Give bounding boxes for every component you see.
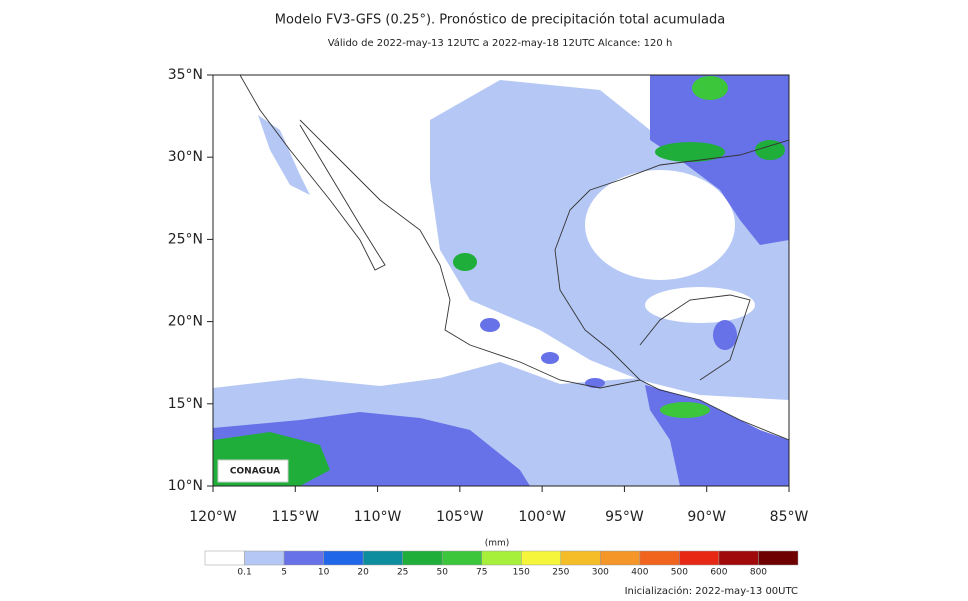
colorbar-label: 20 bbox=[357, 568, 369, 578]
lon-label: 115°W bbox=[271, 509, 319, 525]
init: Inicialización: 2022-may-13 00UTC bbox=[625, 585, 798, 597]
colorbar-box bbox=[758, 550, 799, 566]
colorbar-box bbox=[323, 550, 364, 566]
colorbar-label: 50 bbox=[436, 568, 448, 578]
colorbar-label: 10 bbox=[318, 568, 330, 578]
colorbar-label: 0.1 bbox=[237, 568, 251, 578]
lat-label: 25°N bbox=[168, 231, 203, 247]
colorbar-label: 600 bbox=[710, 568, 727, 578]
colorbar-box bbox=[244, 550, 285, 566]
subtitle: Válido de 2022-may-13 12UTC a 2022-may-1… bbox=[328, 37, 673, 49]
title: Modelo FV3-GFS (0.25°). Pronóstico de pr… bbox=[275, 13, 725, 28]
colorbar-box bbox=[600, 550, 641, 566]
colorbar-box bbox=[283, 550, 324, 566]
lon-label: 105°W bbox=[436, 509, 484, 525]
unit: (mm) bbox=[485, 539, 510, 549]
colorbar-box bbox=[639, 550, 680, 566]
colorbar-label: 300 bbox=[592, 568, 609, 578]
lat-label: 10°N bbox=[168, 478, 203, 494]
lon-label: 120°W bbox=[189, 509, 237, 525]
colorbar-box bbox=[441, 550, 482, 566]
lon-label: 100°W bbox=[518, 509, 566, 525]
colorbar-box bbox=[560, 550, 601, 566]
lat-label: 20°N bbox=[168, 314, 203, 330]
colorbar-label: 25 bbox=[397, 568, 408, 578]
colorbar-label: 400 bbox=[631, 568, 648, 578]
logo-box bbox=[217, 459, 289, 483]
colorbar-label: 250 bbox=[552, 568, 569, 578]
lon-label: 110°W bbox=[354, 509, 402, 525]
lat-label: 30°N bbox=[168, 149, 203, 165]
colorbar-label: 150 bbox=[513, 568, 530, 578]
lon-label: 85°W bbox=[770, 509, 809, 525]
colorbar-box bbox=[362, 550, 403, 566]
colorbar-box bbox=[718, 550, 759, 566]
colorbar-box bbox=[521, 550, 562, 566]
colorbar-label: 500 bbox=[671, 568, 688, 578]
lat-label: 15°N bbox=[168, 396, 203, 412]
map-frame bbox=[212, 74, 790, 487]
colorbar-box bbox=[204, 550, 245, 566]
lon-label: 95°W bbox=[605, 509, 644, 525]
colorbar-label: 5 bbox=[281, 568, 287, 578]
colorbar-label: 75 bbox=[476, 568, 487, 578]
lon-label: 90°W bbox=[687, 509, 726, 525]
map-field bbox=[213, 75, 789, 486]
colorbar-box bbox=[679, 550, 720, 566]
colorbar-box bbox=[402, 550, 443, 566]
colorbar-label: 800 bbox=[750, 568, 767, 578]
lat-label: 35°N bbox=[168, 67, 203, 83]
colorbar-box bbox=[481, 550, 522, 566]
logo: CONAGUA bbox=[230, 467, 280, 477]
